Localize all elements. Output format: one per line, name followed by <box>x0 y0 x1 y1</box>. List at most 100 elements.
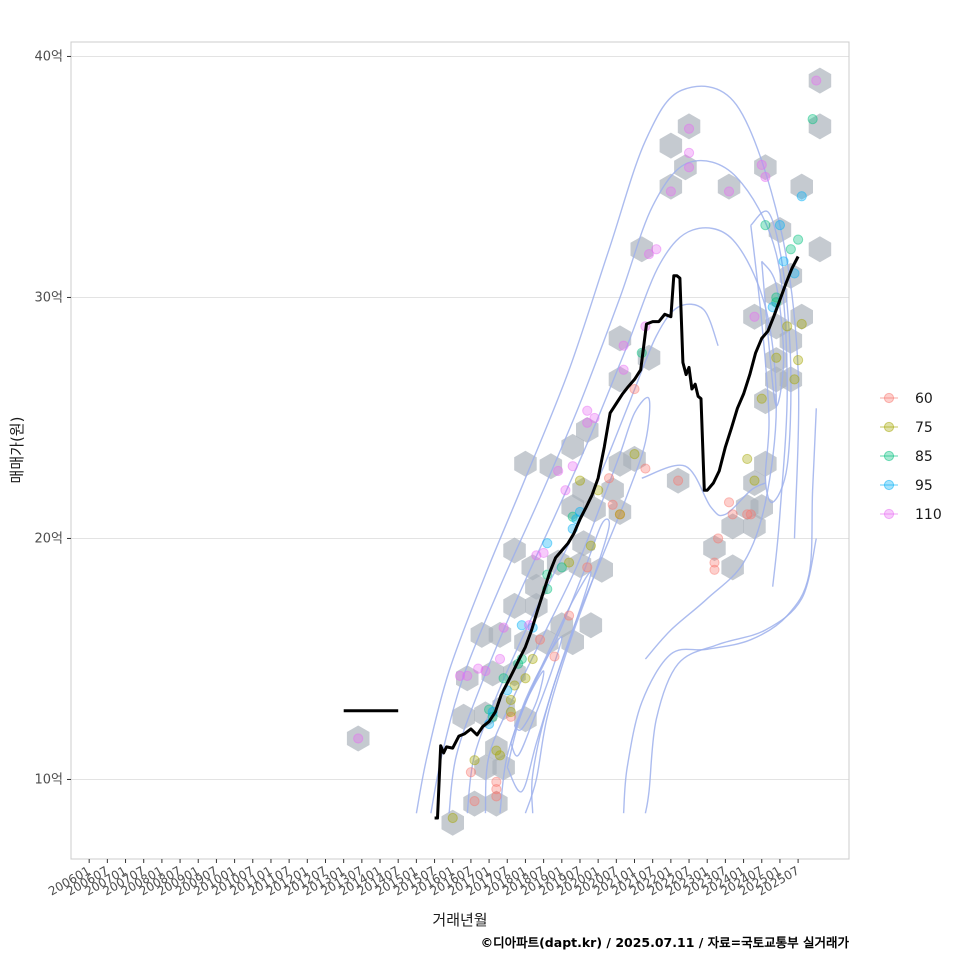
point-area-75 <box>491 745 502 756</box>
hexbin-cell <box>721 513 744 540</box>
hexbin-cell <box>721 554 744 581</box>
point-area-110 <box>643 248 655 260</box>
point-area-60 <box>745 509 756 520</box>
hexbin-cell <box>576 417 599 443</box>
legend-label-95: 95 <box>915 478 933 494</box>
point-area-110 <box>567 461 578 472</box>
hexbin-cell <box>659 173 683 200</box>
point-area-110 <box>760 171 771 183</box>
legend-label-60: 60 <box>915 391 933 407</box>
point-area-60 <box>491 776 502 787</box>
density-contour-2 <box>430 159 788 814</box>
legend-key-95 <box>883 479 895 491</box>
hexbin-cell <box>579 612 603 639</box>
point-area-75 <box>793 355 804 366</box>
point-area-75 <box>629 449 640 460</box>
point-area-75 <box>505 694 516 706</box>
point-area-60 <box>465 767 477 778</box>
hexbin-cell <box>488 621 512 648</box>
point-area-85 <box>785 244 796 255</box>
point-area-60 <box>640 463 651 474</box>
hexbin-cell <box>790 303 813 330</box>
density-contour-1 <box>415 85 800 814</box>
point-area-60 <box>491 784 502 795</box>
x-axis-title: 거래년월 <box>432 911 487 929</box>
legend-key-85 <box>883 450 895 462</box>
point-area-110 <box>683 147 695 158</box>
hexbin-cell <box>750 494 773 521</box>
legend-key-60 <box>883 392 895 404</box>
point-area-95 <box>796 191 807 202</box>
point-area-110 <box>498 622 509 633</box>
point-area-75 <box>447 812 458 824</box>
hexbin-cell <box>346 725 370 752</box>
point-area-95 <box>778 256 789 267</box>
point-area-75 <box>789 374 800 385</box>
density-contour-8 <box>510 636 563 757</box>
point-area-110 <box>353 733 364 744</box>
point-area-110 <box>651 244 662 255</box>
hexbin-cell <box>561 433 584 460</box>
hexbin-cell <box>717 173 741 200</box>
point-area-85 <box>807 114 818 125</box>
point-area-60 <box>673 475 684 486</box>
point-area-110 <box>665 186 676 197</box>
hexbin-cell <box>456 665 479 692</box>
point-area-110 <box>454 670 466 681</box>
point-area-110 <box>473 663 484 674</box>
hexbin-cell <box>808 67 832 94</box>
hexbin-cell <box>659 132 683 159</box>
hexbin-cell <box>703 535 726 562</box>
point-area-75 <box>782 321 793 332</box>
point-area-110 <box>723 186 735 197</box>
point-area-60 <box>709 564 720 575</box>
point-area-110 <box>589 412 600 424</box>
y-tick-label: 10억 <box>34 772 63 787</box>
point-area-110 <box>531 550 542 561</box>
point-area-60 <box>603 473 615 484</box>
panel-border <box>70 41 850 860</box>
x-axis: 2006012006072007012007072008012008072009… <box>46 859 802 899</box>
hexbin-cell <box>743 513 766 540</box>
density-contour-11 <box>761 260 785 407</box>
hexbin-cell <box>474 754 497 781</box>
point-area-110 <box>683 123 695 134</box>
hexbin-cell <box>790 173 813 200</box>
point-area-75 <box>742 453 753 465</box>
hexbin-cell <box>608 325 632 352</box>
point-area-95 <box>542 538 553 549</box>
y-axis: 10억 20억 30억 40억 <box>34 49 71 787</box>
point-area-110 <box>553 465 564 477</box>
density-contours <box>415 85 817 814</box>
hexbin-cell <box>608 366 632 393</box>
hexbin-cell <box>441 809 464 836</box>
point-area-85 <box>483 704 495 715</box>
point-area-60 <box>742 509 753 520</box>
point-area-75 <box>509 680 520 691</box>
hexbin-cell <box>666 467 690 494</box>
point-area-60 <box>563 610 575 621</box>
hexbin-cell <box>754 388 777 415</box>
point-area-110 <box>811 75 822 86</box>
point-area-60 <box>505 711 516 722</box>
hexbin-cell <box>452 703 475 730</box>
point-area-110 <box>538 547 549 559</box>
point-area-110 <box>480 665 491 677</box>
legend-label-85: 85 <box>915 449 933 465</box>
point-area-60 <box>534 634 546 645</box>
grid-lines <box>71 55 849 780</box>
hexbin-cell <box>630 236 653 263</box>
point-area-110 <box>618 340 629 351</box>
point-area-85 <box>556 562 567 573</box>
hexbin-cell <box>572 477 595 504</box>
hexbin-cell <box>808 113 832 140</box>
trend-line-segment-2 <box>434 255 800 820</box>
point-area-75 <box>520 673 531 684</box>
legend-key-110 <box>883 508 895 520</box>
point-area-75 <box>756 393 767 404</box>
point-area-110 <box>582 405 593 416</box>
hexbin-cell <box>674 154 697 181</box>
density-contour-3 <box>448 227 778 814</box>
point-area-110 <box>462 670 473 681</box>
hexbin-cell <box>677 113 701 140</box>
